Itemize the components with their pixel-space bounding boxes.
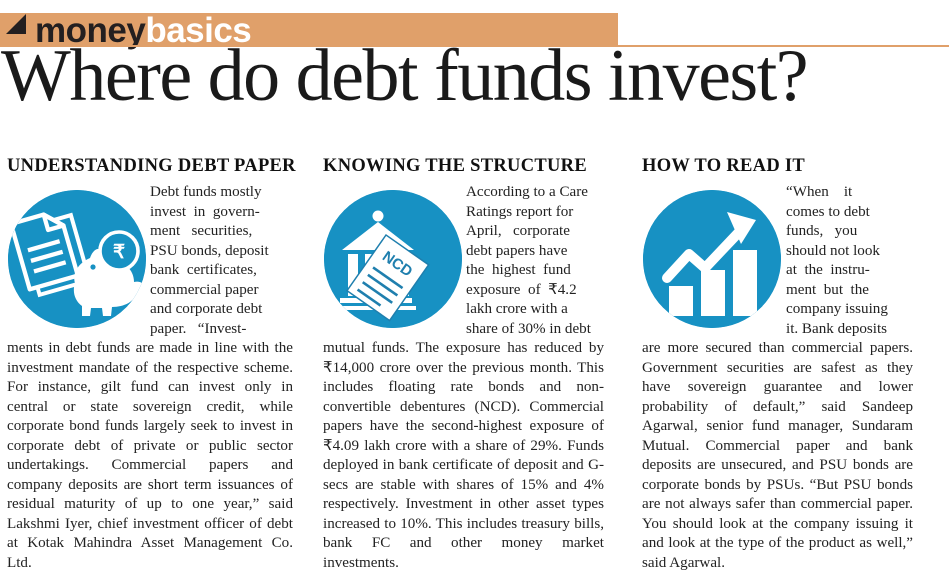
svg-text:₹: ₹ — [113, 242, 125, 263]
